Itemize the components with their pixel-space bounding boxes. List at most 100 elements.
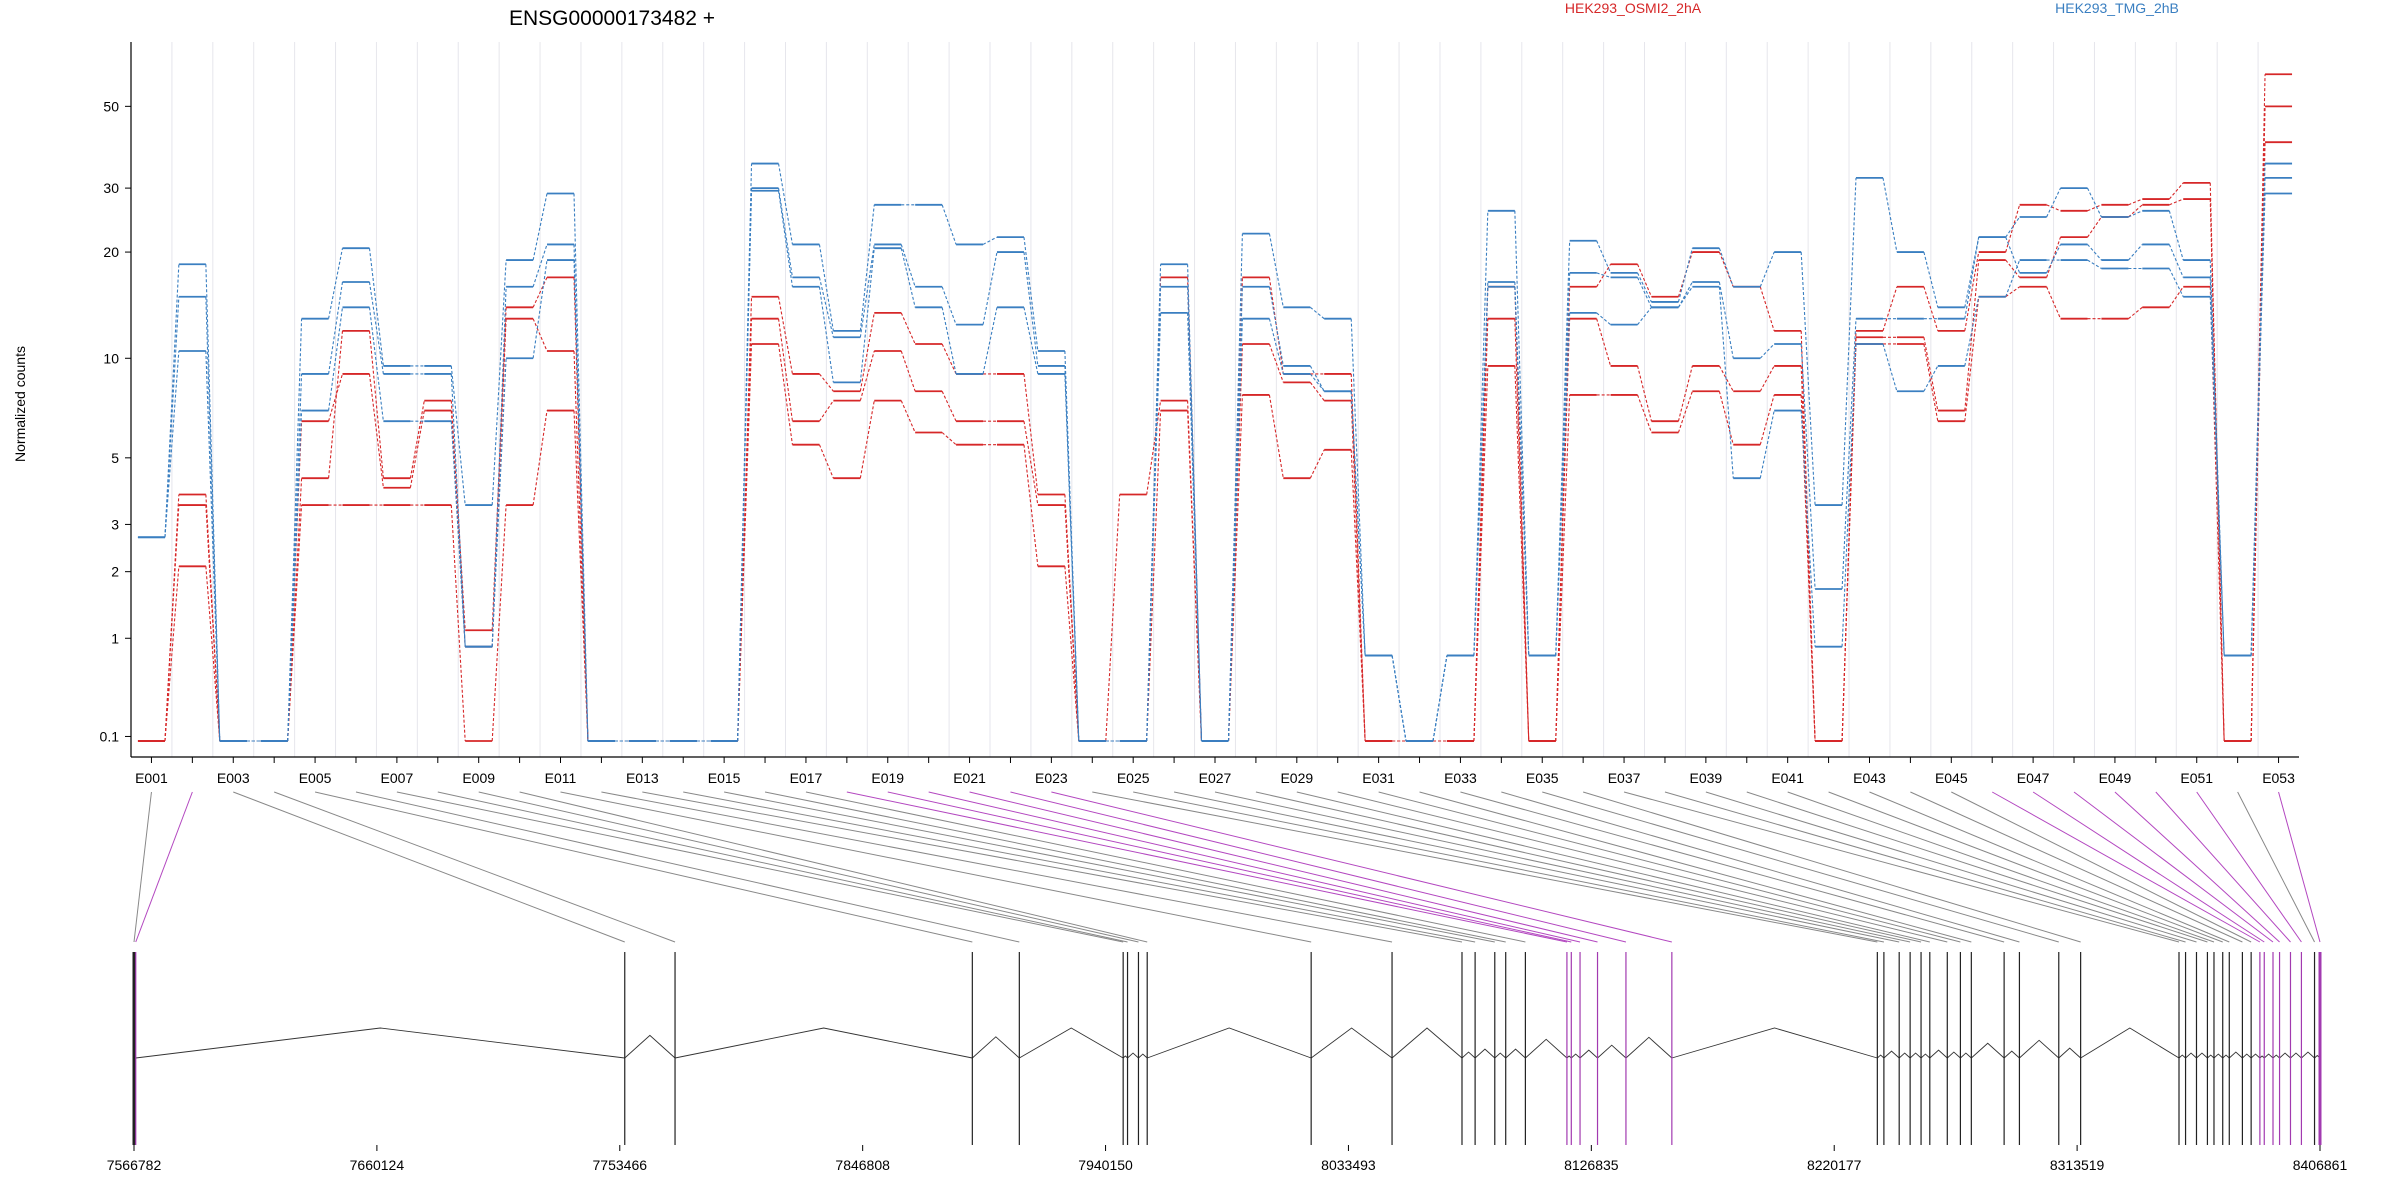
- series-5-connector: [900, 244, 916, 287]
- coord-tick-label: 7846808: [835, 1157, 890, 1173]
- connector-E015: [724, 791, 1495, 943]
- series-2-connector: [777, 318, 793, 422]
- connector-E026: [1173, 791, 1900, 943]
- series-3-connector: [1105, 494, 1121, 742]
- intron: [1310, 1027, 1393, 1059]
- series-2-connector: [409, 410, 425, 488]
- series-2-connector: [2128, 204, 2143, 218]
- series-2-connector: [1800, 365, 1816, 742]
- connector-E051: [2196, 791, 2302, 943]
- series-4-connector: [491, 260, 507, 506]
- series-3-connector: [532, 410, 548, 506]
- coord-tick-label: 8313519: [2050, 1157, 2105, 1173]
- series-1-connector: [409, 400, 425, 479]
- series-4-connector: [328, 248, 344, 319]
- series-2-connector: [205, 505, 221, 742]
- connector-E021: [969, 791, 1598, 943]
- series-2-connector: [1596, 318, 1612, 367]
- series-5-connector: [859, 244, 875, 338]
- series-6-connector: [1514, 286, 1530, 656]
- series-6-connector: [573, 260, 589, 742]
- series-3-connector: [1514, 365, 1530, 742]
- x-tick-label: E011: [545, 770, 577, 786]
- intron: [1570, 1053, 1581, 1059]
- y-tick-label: 50: [103, 98, 119, 114]
- series-3-connector: [1637, 394, 1652, 433]
- series-3-connector: [859, 400, 875, 479]
- series-6-connector: [818, 286, 834, 383]
- series-5-connector: [1759, 343, 1775, 359]
- series-4-connector: [1187, 264, 1203, 742]
- connector-E019: [887, 791, 1572, 943]
- intron: [1929, 1049, 1948, 1059]
- series-6-connector: [2005, 259, 2021, 297]
- connector-E042: [1828, 791, 2223, 943]
- series-2-connector: [1064, 505, 1080, 742]
- series-6-connector: [368, 307, 384, 422]
- series-6-connector: [532, 260, 548, 359]
- coord-tick-label: 8220177: [1807, 1157, 1862, 1173]
- series-4-connector: [532, 193, 548, 261]
- connector-E045: [1951, 791, 2252, 943]
- series-6-connector: [1637, 306, 1652, 325]
- series-1-connector: [1268, 277, 1284, 375]
- connector-E007: [396, 791, 1124, 943]
- series-5-connector: [1596, 272, 1611, 278]
- connector-E050: [2155, 791, 2291, 943]
- connector-E037: [1623, 791, 2180, 943]
- series-1-connector: [1677, 251, 1693, 297]
- intron: [1960, 1052, 1972, 1059]
- series-1-connector: [491, 307, 507, 631]
- series-3-connector: [1923, 343, 1939, 422]
- series-3-connector: [450, 505, 466, 742]
- connector-E033: [1460, 791, 2005, 943]
- series-2-connector: [941, 391, 957, 422]
- intron: [2196, 1052, 2208, 1059]
- y-tick-label: 3: [111, 516, 119, 532]
- intron: [1971, 1042, 2005, 1059]
- series-6-connector: [900, 248, 916, 308]
- connector-E052: [2237, 791, 2315, 943]
- series-3-connector: [2005, 286, 2020, 298]
- intron: [1525, 1038, 1568, 1059]
- connector-E010: [519, 791, 1148, 943]
- series-4-connector: [2005, 216, 2021, 238]
- series-5-connector: [1964, 237, 1980, 319]
- intron: [1909, 1052, 1922, 1059]
- series-1-connector: [2128, 198, 2143, 206]
- coord-tick-label: 7753466: [593, 1157, 648, 1173]
- series-2-connector: [1964, 260, 1980, 411]
- connector-E043: [1869, 791, 2230, 943]
- series-4-connector: [1882, 177, 1898, 253]
- series-4-connector: [1268, 233, 1284, 308]
- series-6-connector: [941, 307, 957, 375]
- series-2-connector: [328, 373, 344, 422]
- series-6-connector: [1718, 286, 1734, 479]
- intron: [2019, 1039, 2060, 1059]
- series-4-connector: [859, 204, 875, 331]
- series-4-connector: [1146, 264, 1162, 742]
- series-1-connector: [2005, 204, 2021, 253]
- series-5-connector: [2128, 244, 2143, 261]
- intron: [1147, 1027, 1312, 1059]
- series-6-connector: [205, 350, 221, 742]
- series-3-connector: [737, 343, 753, 742]
- connector-E031: [1378, 791, 1961, 943]
- intron: [1122, 1055, 1128, 1059]
- connector-E041: [1787, 791, 2215, 943]
- series-1-connector: [287, 478, 303, 742]
- series-3-connector: [818, 444, 834, 479]
- series-4-connector: [1923, 251, 1939, 308]
- y-tick-label: 0.1: [100, 728, 120, 744]
- connector-E002: [135, 791, 193, 943]
- series-3-connector: [2168, 286, 2184, 308]
- y-tick-label: 30: [103, 180, 119, 196]
- series-4-connector: [1023, 237, 1039, 352]
- intron: [2290, 1052, 2302, 1059]
- series-1-connector: [777, 296, 793, 375]
- connector-E001: [133, 791, 152, 943]
- series-3-connector: [2046, 286, 2062, 319]
- series-6-connector: [1432, 655, 1448, 742]
- connector-E003: [233, 791, 625, 943]
